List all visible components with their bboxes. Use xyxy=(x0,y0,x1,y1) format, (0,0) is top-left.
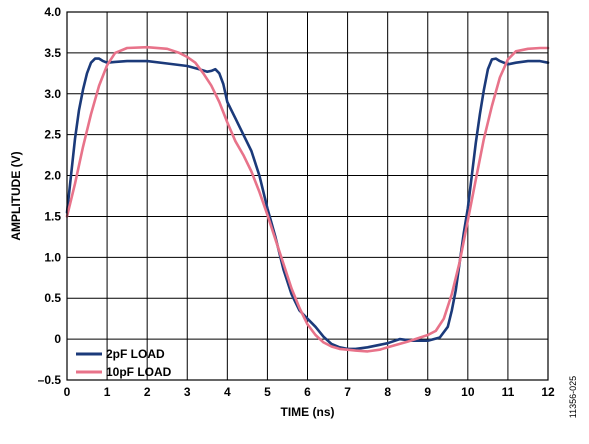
x-tick-label: 4 xyxy=(224,385,231,399)
series-layer xyxy=(65,45,550,353)
x-tick-label: 12 xyxy=(541,385,555,399)
legend: 2pF LOAD 10pF LOAD xyxy=(76,347,172,379)
plot-frame xyxy=(66,11,549,381)
y-tick-label: 2.0 xyxy=(44,169,61,183)
x-tick-label: 11 xyxy=(502,385,515,399)
x-tick-label: 5 xyxy=(264,385,271,399)
y-tick-label: 3.0 xyxy=(44,87,61,101)
legend-label: 2pF LOAD xyxy=(106,347,165,361)
y-axis-title: AMPLITUDE (V) xyxy=(9,151,23,240)
x-tick-label: 7 xyxy=(344,385,351,399)
y-tick-labels: –0.5 0 0.5 1.0 1.5 2.0 2.5 3.0 3.5 4.0 xyxy=(38,5,62,387)
x-axis-title: TIME (ns) xyxy=(281,405,335,419)
x-tick-label: 6 xyxy=(304,385,311,399)
y-tick-label: 3.5 xyxy=(44,46,61,60)
x-tick-label: 2 xyxy=(144,385,151,399)
x-tick-label: 3 xyxy=(184,385,191,399)
y-tick-label: –0.5 xyxy=(38,373,62,387)
x-tick-label: 8 xyxy=(384,385,391,399)
series-line-10pf-load xyxy=(65,45,550,353)
x-tick-labels: 0 1 2 3 4 5 6 7 8 9 10 11 12 xyxy=(64,385,555,399)
y-tick-label: 1.0 xyxy=(44,250,61,264)
y-tick-label: 0.5 xyxy=(44,291,61,305)
x-tick-label: 10 xyxy=(461,385,475,399)
x-tick-label: 9 xyxy=(424,385,431,399)
figure-id: 11356-025 xyxy=(568,376,578,418)
y-tick-label: 1.5 xyxy=(44,209,61,223)
y-tick-label: 2.5 xyxy=(44,128,61,142)
y-tick-label: 4.0 xyxy=(44,5,61,19)
x-tick-label: 1 xyxy=(104,385,111,399)
x-tick-label: 0 xyxy=(64,385,71,399)
y-tick-label: 0 xyxy=(54,332,61,346)
legend-label: 10pF LOAD xyxy=(106,365,172,379)
